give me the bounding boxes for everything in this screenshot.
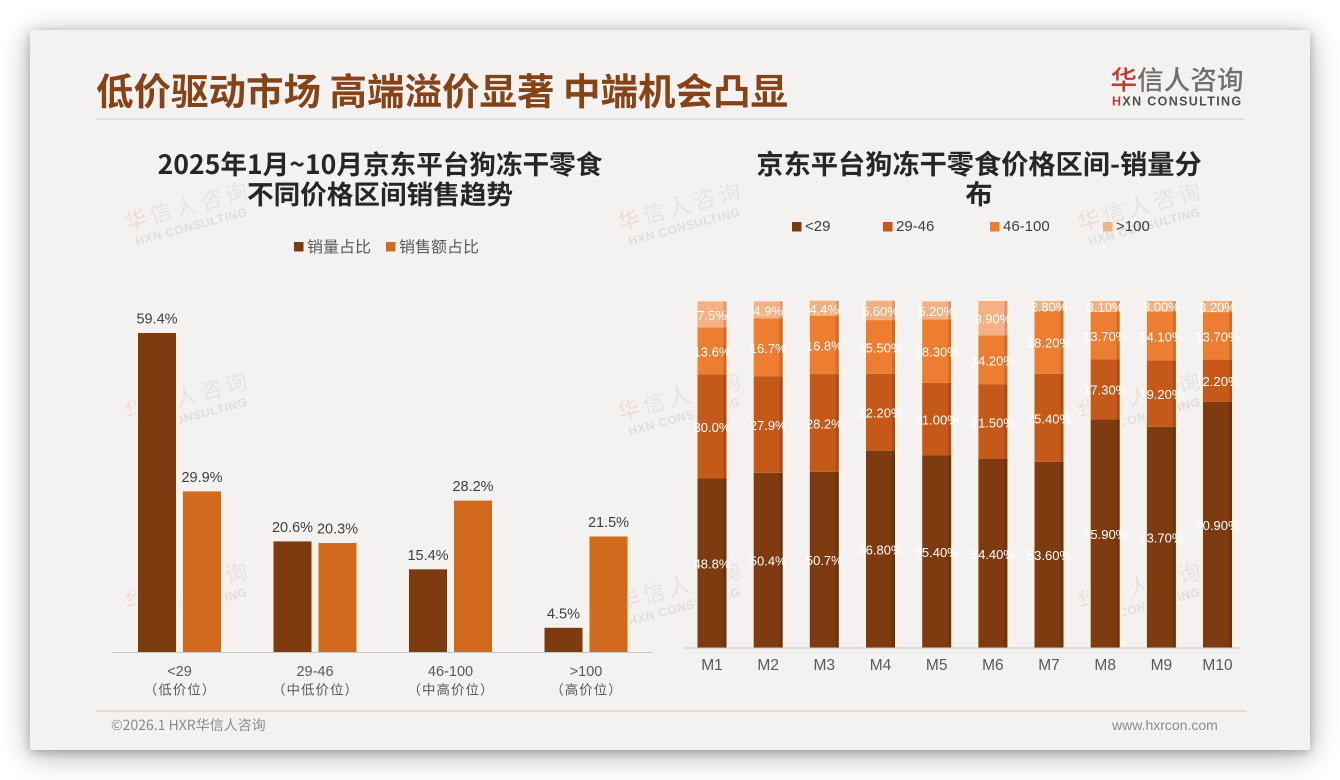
svg-text:HXN CONSULTING: HXN CONSULTING [134, 205, 249, 248]
svg-text:3.00%: 3.00% [1143, 300, 1180, 315]
svg-text:30.0%: 30.0% [694, 420, 731, 435]
svg-text:5.60%: 5.60% [862, 304, 899, 319]
svg-text:50.7%: 50.7% [806, 553, 843, 568]
svg-text:M6: M6 [982, 657, 1004, 674]
svg-text:3.20%: 3.20% [1199, 300, 1236, 315]
svg-text:48.8%: 48.8% [694, 557, 731, 572]
svg-text:50.4%: 50.4% [750, 554, 787, 569]
svg-text:M4: M4 [870, 657, 892, 674]
svg-text:13.70%: 13.70% [1195, 329, 1240, 344]
svg-text:29-46: 29-46 [896, 218, 934, 235]
svg-text:70.90%: 70.90% [1195, 518, 1240, 533]
svg-text:63.70%: 63.70% [1139, 531, 1184, 546]
svg-text:27.9%: 27.9% [750, 418, 787, 433]
svg-text:12.20%: 12.20% [1195, 374, 1240, 389]
svg-text:3.10%: 3.10% [1087, 300, 1124, 315]
svg-text:56.80%: 56.80% [858, 543, 903, 558]
svg-text:M8: M8 [1094, 657, 1116, 674]
svg-text:M10: M10 [1202, 657, 1233, 674]
svg-text:M1: M1 [701, 657, 723, 674]
svg-text:<29: <29 [805, 218, 830, 235]
svg-text:54.40%: 54.40% [971, 547, 1016, 562]
svg-text:21.5%: 21.5% [588, 515, 629, 531]
svg-text:13.70%: 13.70% [1083, 329, 1128, 344]
svg-text:2.80%: 2.80% [1031, 299, 1068, 314]
svg-text:<29: <29 [167, 664, 192, 680]
svg-text:46-100: 46-100 [1003, 218, 1050, 235]
svg-text:M7: M7 [1038, 657, 1060, 674]
svg-text:9.90%: 9.90% [974, 312, 1011, 327]
svg-text:M9: M9 [1151, 657, 1173, 674]
svg-text:21.00%: 21.00% [915, 413, 960, 428]
svg-text:HXN CONSULTING: HXN CONSULTING [1112, 95, 1243, 109]
svg-text:4.9%: 4.9% [753, 303, 783, 318]
svg-text:M5: M5 [926, 657, 948, 674]
svg-text:55.40%: 55.40% [915, 545, 960, 560]
svg-text:7.5%: 7.5% [697, 308, 727, 323]
svg-text:22.20%: 22.20% [858, 406, 903, 421]
svg-text:28.2%: 28.2% [452, 479, 493, 495]
svg-text:14.10%: 14.10% [1139, 329, 1184, 344]
svg-text:>100: >100 [570, 664, 603, 680]
svg-text:29-46: 29-46 [296, 664, 333, 680]
svg-text:46-100: 46-100 [428, 664, 473, 680]
svg-text:M2: M2 [757, 657, 779, 674]
svg-text:20.3%: 20.3% [317, 522, 358, 538]
svg-text:18.20%: 18.20% [1027, 336, 1072, 351]
svg-text:HXN CONSULTING: HXN CONSULTING [627, 205, 742, 248]
svg-text:19.20%: 19.20% [1139, 387, 1184, 402]
svg-text:29.9%: 29.9% [181, 470, 222, 486]
svg-text:www.hxrcon.com: www.hxrcon.com [1111, 717, 1218, 733]
svg-text:14.20%: 14.20% [971, 353, 1016, 368]
svg-text:28.2%: 28.2% [806, 417, 843, 432]
svg-text:65.90%: 65.90% [1083, 527, 1128, 542]
svg-text:21.50%: 21.50% [971, 415, 1016, 430]
svg-text:15.50%: 15.50% [858, 340, 903, 355]
svg-text:59.4%: 59.4% [136, 312, 177, 328]
svg-text:15.4%: 15.4% [407, 548, 448, 564]
svg-text:25.40%: 25.40% [1027, 411, 1072, 426]
svg-text:16.8%: 16.8% [806, 339, 843, 354]
svg-text:5.20%: 5.20% [918, 304, 955, 319]
svg-text:18.30%: 18.30% [915, 345, 960, 360]
svg-text:20.6%: 20.6% [272, 520, 313, 536]
svg-text:17.30%: 17.30% [1083, 383, 1128, 398]
svg-text:>100: >100 [1116, 218, 1150, 235]
svg-text:4.5%: 4.5% [547, 606, 580, 622]
svg-text:13.6%: 13.6% [694, 344, 731, 359]
svg-text:M3: M3 [814, 657, 836, 674]
svg-text:16.7%: 16.7% [750, 341, 787, 356]
svg-text:53.60%: 53.60% [1027, 548, 1072, 563]
svg-text:4.4%: 4.4% [809, 302, 839, 317]
